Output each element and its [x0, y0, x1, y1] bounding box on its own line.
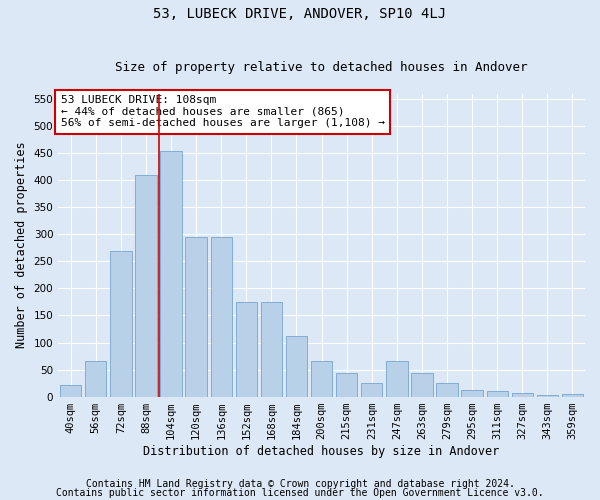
Bar [60, 384, 82, 396]
Text: Contains public sector information licensed under the Open Government Licence v3: Contains public sector information licen… [56, 488, 544, 498]
Bar [211, 237, 232, 396]
Bar [136, 175, 157, 396]
Bar [512, 394, 533, 396]
Bar [261, 302, 282, 396]
Bar [562, 394, 583, 396]
Bar [185, 237, 207, 396]
Bar [286, 336, 307, 396]
Bar [461, 390, 483, 396]
Bar [537, 395, 558, 396]
Title: Size of property relative to detached houses in Andover: Size of property relative to detached ho… [115, 62, 528, 74]
Bar [311, 362, 332, 396]
Bar [336, 374, 358, 396]
Bar [110, 250, 131, 396]
Bar [386, 362, 407, 396]
Bar [160, 150, 182, 396]
Bar [436, 383, 458, 396]
Bar [411, 374, 433, 396]
Bar [85, 362, 106, 396]
Text: 53, LUBECK DRIVE, ANDOVER, SP10 4LJ: 53, LUBECK DRIVE, ANDOVER, SP10 4LJ [154, 8, 446, 22]
Bar [487, 391, 508, 396]
X-axis label: Distribution of detached houses by size in Andover: Distribution of detached houses by size … [143, 444, 500, 458]
Text: 53 LUBECK DRIVE: 108sqm
← 44% of detached houses are smaller (865)
56% of semi-d: 53 LUBECK DRIVE: 108sqm ← 44% of detache… [61, 95, 385, 128]
Y-axis label: Number of detached properties: Number of detached properties [15, 142, 28, 348]
Bar [361, 383, 382, 396]
Bar [236, 302, 257, 396]
Text: Contains HM Land Registry data © Crown copyright and database right 2024.: Contains HM Land Registry data © Crown c… [86, 479, 514, 489]
